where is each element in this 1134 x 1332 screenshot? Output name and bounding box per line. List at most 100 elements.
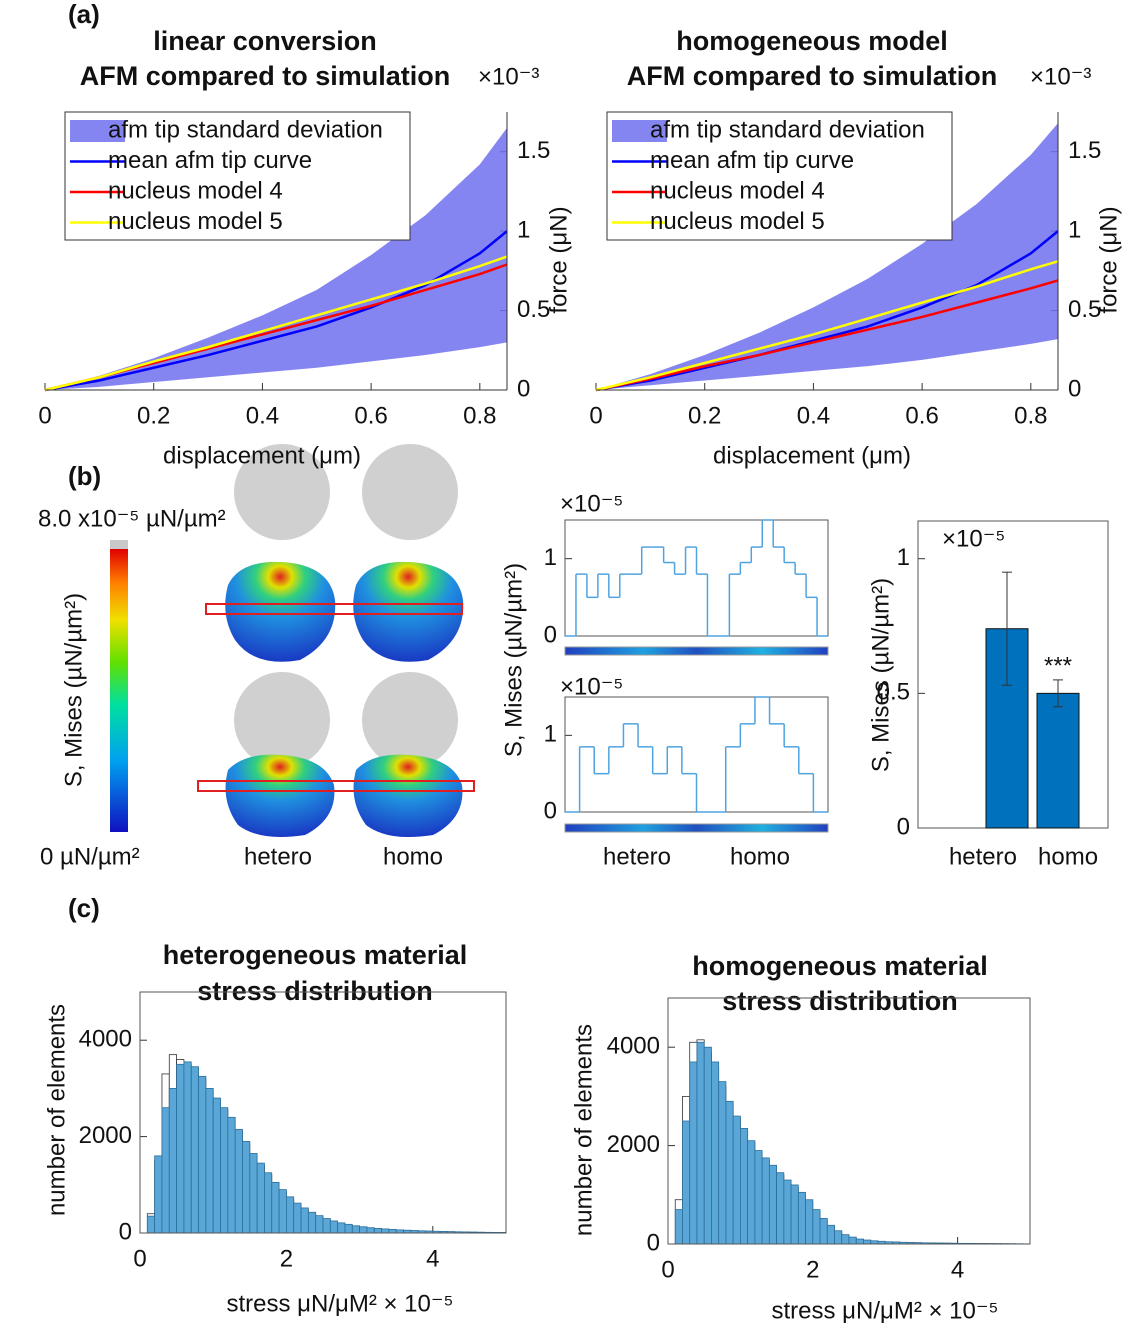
x-axis-label: displacement (μm) [713, 442, 911, 469]
y-tick-label: 0 [647, 1229, 660, 1256]
group-label: homo [730, 843, 790, 870]
panel-label: (a) [68, 0, 100, 29]
x-axis-label: stress μN/μM² × 10⁻⁵ [772, 1297, 999, 1324]
y-axis-label: number of elements [570, 1024, 597, 1236]
y-tick-label: 2000 [607, 1131, 660, 1158]
histogram-bar [198, 1075, 207, 1234]
y-tick-label: 1 [1068, 216, 1081, 243]
y-axis-label: force (μN) [1095, 206, 1122, 313]
series-line [44, 255, 508, 392]
x-tick-label: 0 [589, 402, 602, 429]
histogram-bar [337, 1222, 346, 1234]
y-axis-label: S, Mises (µN/µm²) [867, 578, 894, 772]
histogram-bar [848, 1236, 857, 1245]
y-tick-label: 1 [897, 544, 910, 571]
legend-label: nucleus model 5 [650, 208, 825, 235]
histogram-bar [718, 1081, 727, 1245]
y-axis-label: force (μN) [545, 206, 572, 313]
y-tick-label: 0 [544, 621, 557, 648]
histogram-bar [154, 1155, 163, 1234]
histogram-bar [747, 1140, 756, 1245]
histogram-bar [271, 1181, 280, 1234]
histogram-bar [819, 1218, 828, 1245]
x-tick-label: 0 [133, 1245, 146, 1272]
x-tick-label: homo [1038, 843, 1098, 870]
legend-swatch [70, 120, 125, 142]
y-tick-label: 0.5 [1068, 296, 1101, 323]
series-line [595, 230, 1059, 392]
y-tick-label: 0 [1068, 375, 1081, 402]
histogram-bar [300, 1207, 309, 1234]
histogram-bar [776, 1172, 785, 1245]
x-tick-label: 2 [280, 1245, 293, 1272]
y-tick-label: 0.5 [877, 679, 910, 706]
x-tick-label: 4 [426, 1245, 439, 1272]
histogram-bar [805, 1199, 814, 1245]
y-tick-label: 2000 [79, 1122, 132, 1149]
histogram-bar [826, 1224, 835, 1245]
histogram-bar [725, 1100, 734, 1245]
std-band [45, 127, 507, 390]
histogram-bar [674, 1209, 683, 1245]
std-band [596, 123, 1058, 391]
y-multiplier: ×10⁻³ [1030, 63, 1091, 90]
x-tick-label: 2 [806, 1256, 819, 1283]
y-tick-label: 4000 [79, 1026, 132, 1053]
path-strip [564, 823, 829, 833]
fem-label: homo [383, 843, 443, 870]
histogram-bar [322, 1218, 331, 1234]
histogram-bar [264, 1172, 273, 1234]
y-tick-label: 0 [119, 1218, 132, 1245]
colorbar-max: 8.0 x10⁻⁵ µN/µm² [38, 505, 226, 532]
y-multiplier: ×10⁻⁵ [560, 490, 623, 517]
y-tick-label: 1 [544, 544, 557, 571]
histogram-bar [293, 1202, 302, 1234]
histogram-bar [351, 1225, 360, 1234]
chart-title: AFM compared to simulation [627, 61, 998, 91]
histogram-bar [696, 1041, 705, 1245]
y-tick-label: 0 [897, 813, 910, 840]
y-tick-label: 1 [517, 216, 530, 243]
y-tick-label: 1.5 [517, 137, 550, 164]
panel-label: (c) [68, 893, 100, 923]
histogram-bar [359, 1226, 368, 1234]
colorbar-label: S, Mises (µN/µm²) [60, 593, 87, 787]
y-tick-label: 4000 [607, 1033, 660, 1060]
axes-box [139, 991, 507, 1234]
histogram-bar [190, 1066, 199, 1234]
chart-title: heterogeneous material [163, 940, 468, 970]
series-line [595, 279, 1059, 392]
bar [1036, 692, 1080, 829]
legend-label: mean afm tip curve [650, 147, 854, 174]
y-axis-label: number of elements [43, 1004, 70, 1216]
histogram-bar [234, 1128, 243, 1234]
x-tick-label: 4 [951, 1256, 964, 1283]
fem-images [197, 444, 475, 838]
histogram-bar [227, 1116, 236, 1234]
histogram-bar [220, 1107, 229, 1234]
chart-title: AFM compared to simulation [80, 61, 451, 91]
histogram-bar [841, 1234, 850, 1245]
histogram-bar [855, 1238, 864, 1245]
y-tick-label: 0 [544, 797, 557, 824]
histogram-bar [703, 1046, 712, 1245]
legend-swatch [612, 120, 667, 142]
histogram-bar [711, 1061, 720, 1245]
histogram-bar [761, 1157, 770, 1245]
series-line [44, 230, 508, 392]
histogram-bar [366, 1227, 375, 1234]
chart-title: stress distribution [722, 986, 958, 1016]
chart-title: homogeneous material [692, 951, 988, 981]
legend-label: nucleus model 4 [108, 177, 283, 204]
y-multiplier: ×10⁻⁵ [560, 673, 623, 700]
x-tick-label: hetero [949, 843, 1017, 870]
annotation: *** [1044, 652, 1072, 679]
x-tick-label: 0.8 [463, 402, 496, 429]
colorbar-min: 0 µN/µm² [40, 843, 140, 870]
x-axis-label: displacement (μm) [163, 442, 361, 469]
panel-label: (b) [68, 461, 101, 491]
histogram-bar [689, 1061, 698, 1245]
histogram-bar [344, 1223, 353, 1234]
legend-label: nucleus model 4 [650, 177, 825, 204]
x-tick-label: 0.2 [688, 402, 721, 429]
